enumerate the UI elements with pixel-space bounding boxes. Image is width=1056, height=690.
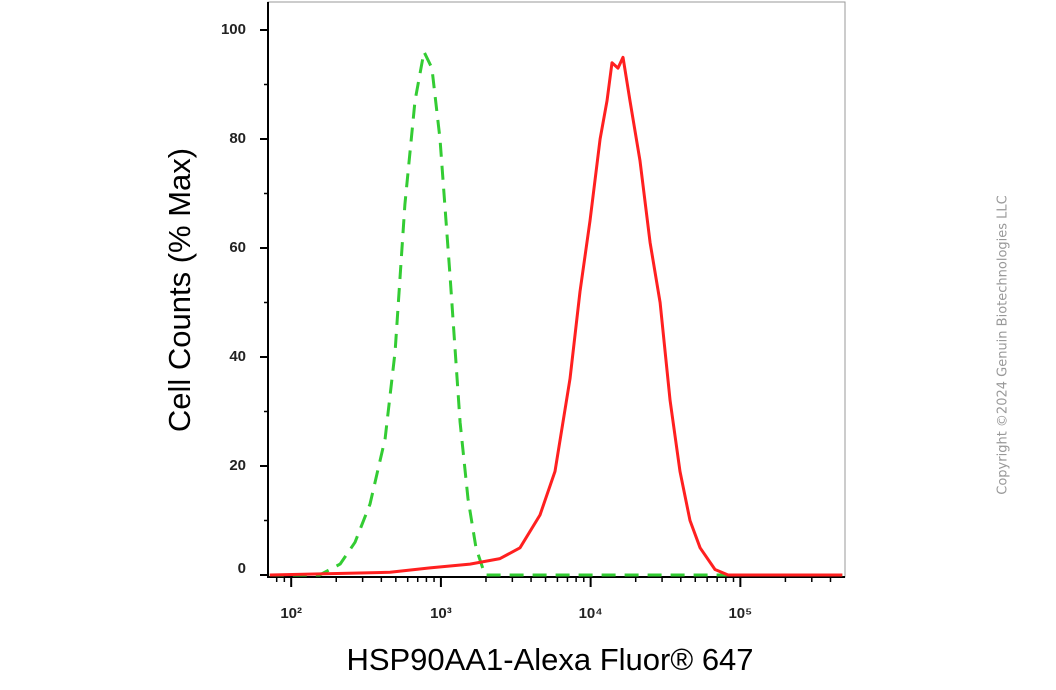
y-tick-label: 100 [221, 21, 246, 38]
y-axis-title: Cell Counts (% Max) [162, 148, 197, 432]
x-tick-label: 10² [280, 605, 302, 622]
y-tick-label: 40 [229, 348, 246, 365]
histogram-line [269, 50, 843, 577]
y-tick-label: 80 [229, 130, 246, 147]
plot-frame [267, 1, 846, 578]
y-tick-label: 60 [229, 239, 246, 256]
x-axis-title: HSP90AA1-Alexa Fluor® 647 [346, 642, 753, 677]
copyright: Copyright ©2024 Genuin Biotechnologies L… [996, 195, 1011, 494]
x-tick-label: 10³ [430, 605, 452, 622]
y-tick-label: 20 [229, 457, 246, 474]
x-tick-label: 10⁵ [728, 605, 752, 622]
y-tick-label: 0 [238, 560, 246, 577]
x-tick-label: 10⁴ [579, 605, 603, 622]
histogram-line [269, 55, 843, 577]
